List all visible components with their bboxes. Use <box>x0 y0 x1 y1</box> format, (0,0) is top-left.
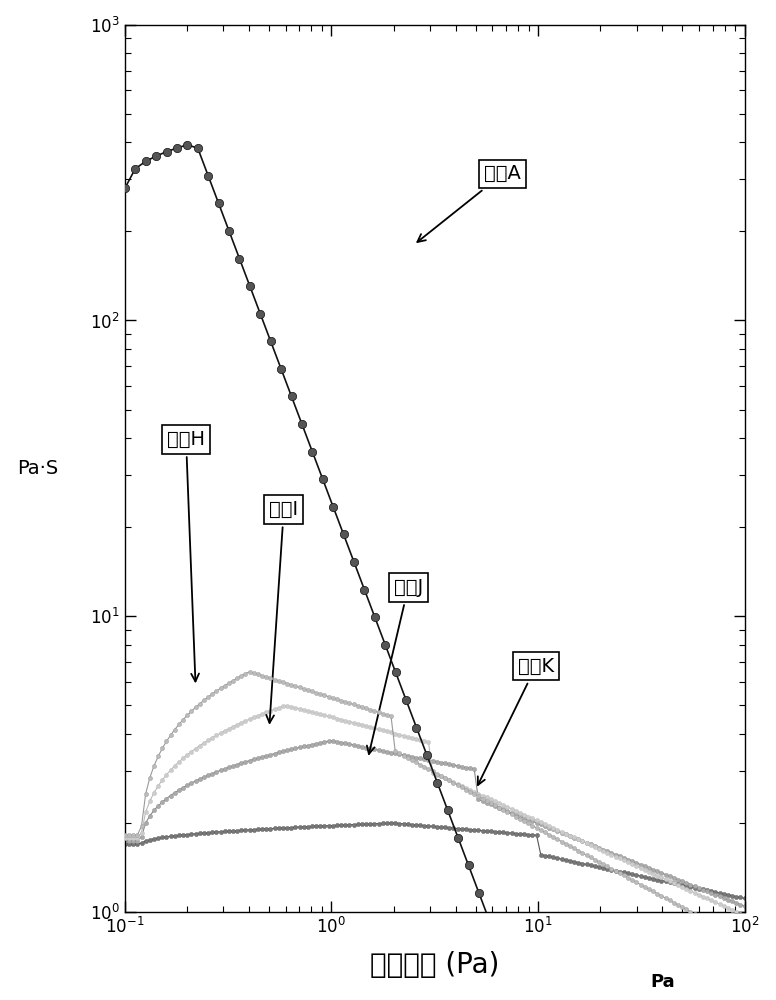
Text: 样品J: 样品J <box>367 578 423 754</box>
Text: 样品A: 样品A <box>417 164 521 242</box>
X-axis label: 剪切应力 (Pa): 剪切应力 (Pa) <box>370 951 500 979</box>
Text: Pa: Pa <box>650 973 674 991</box>
Text: 样品K: 样品K <box>478 657 554 785</box>
Y-axis label: Pa·S: Pa·S <box>16 459 58 478</box>
Text: 样品I: 样品I <box>266 500 299 723</box>
Text: 样品H: 样品H <box>167 430 205 681</box>
